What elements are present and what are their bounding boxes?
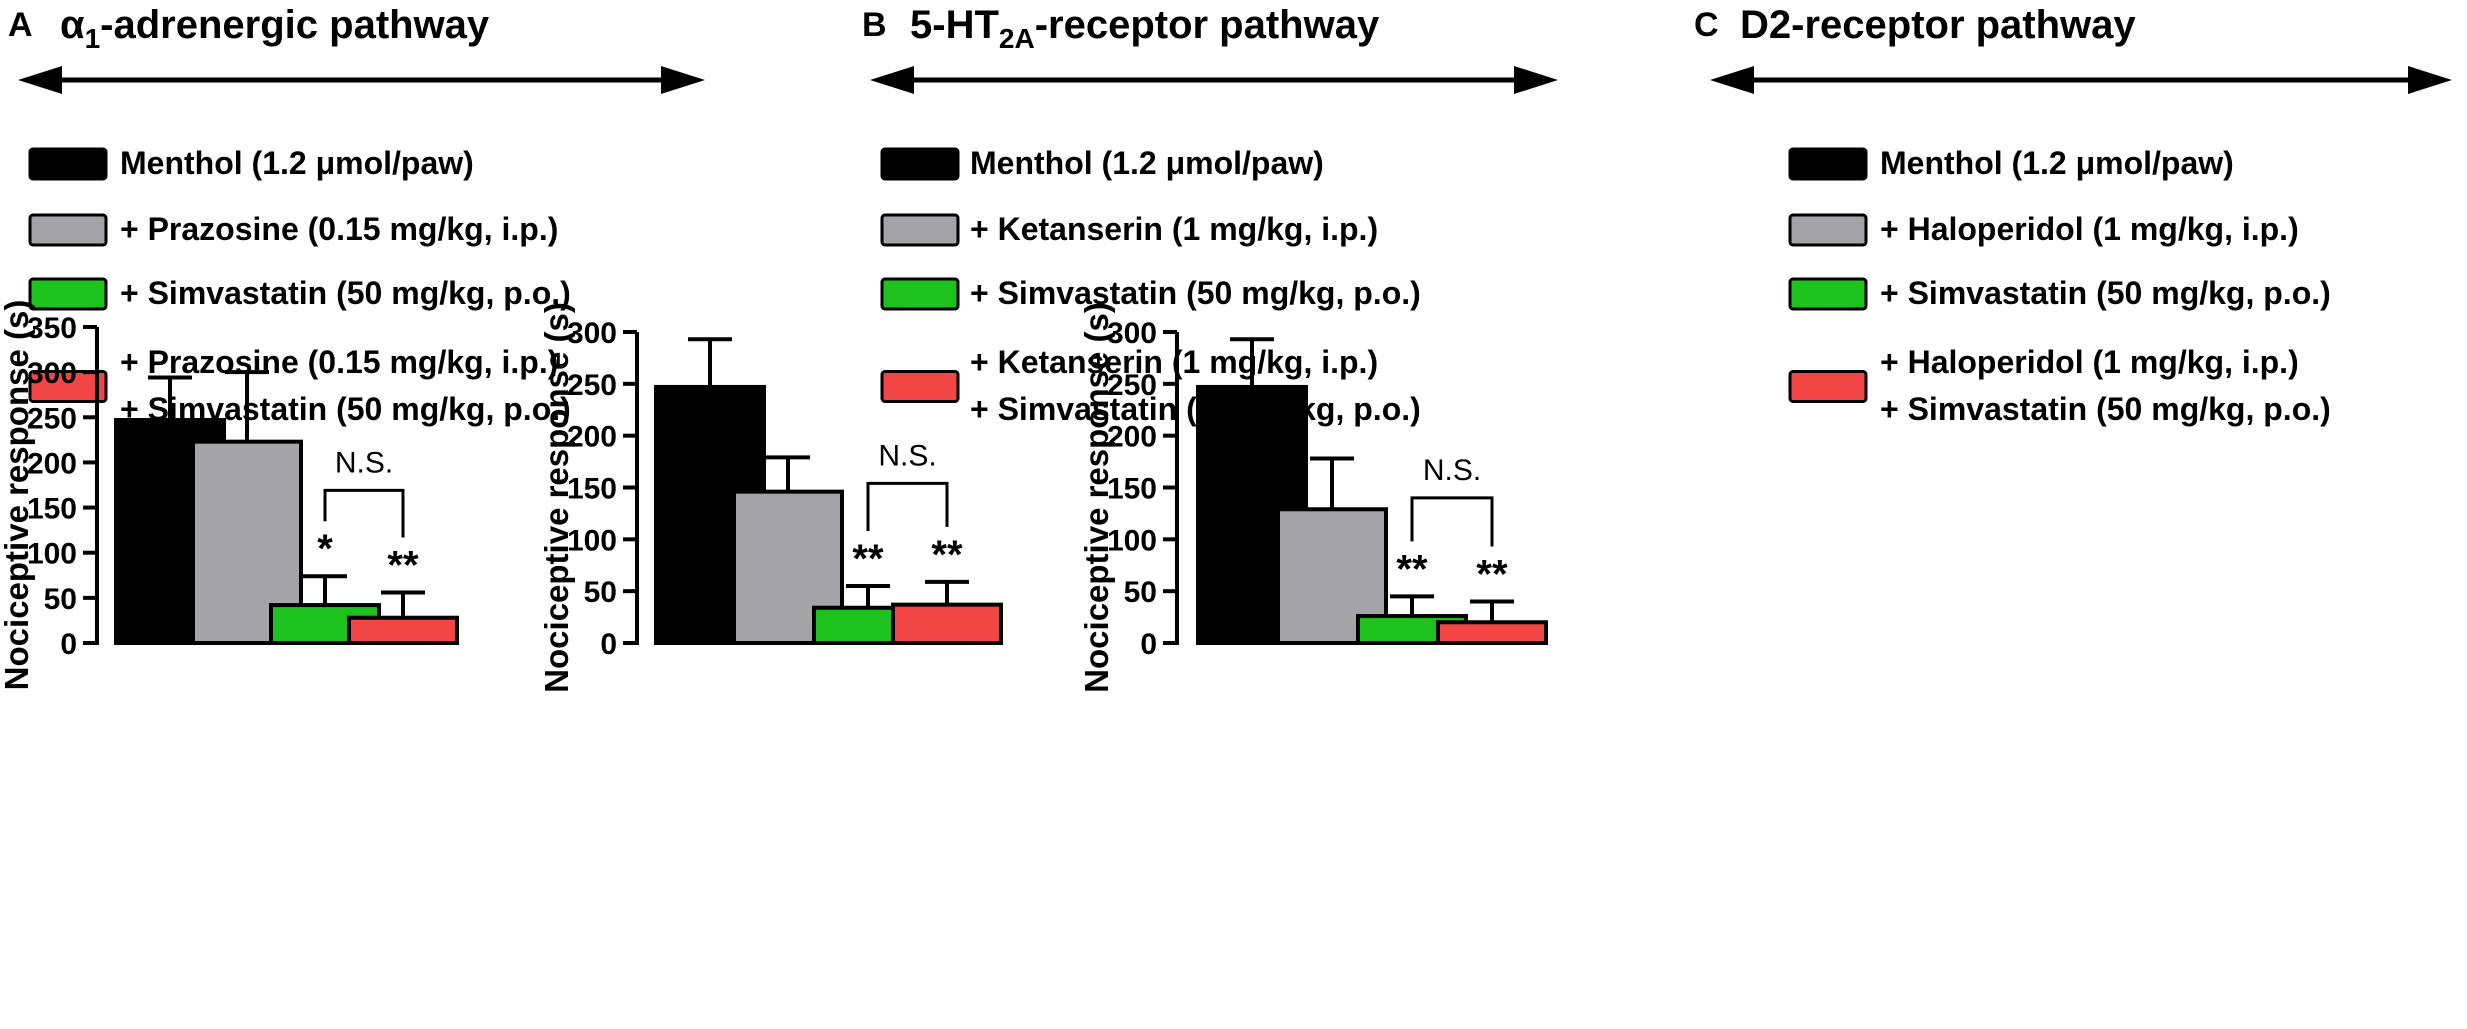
bar — [1436, 620, 1548, 645]
legend-swatch — [880, 277, 960, 311]
panel-title: D2-receptor pathway — [1740, 3, 2136, 47]
y-tick-label: 150 — [27, 493, 77, 526]
y-tick-label: 300 — [1107, 317, 1157, 350]
legend-swatch — [1788, 370, 1868, 403]
y-axis-label: Nociceptive response (s) — [1078, 302, 1115, 693]
arrow-left-head — [1710, 66, 1754, 94]
significance-label: ** — [1396, 547, 1428, 591]
significance-bracket — [323, 488, 405, 538]
y-tick-label: 150 — [1107, 473, 1157, 506]
legend-swatch — [1788, 277, 1868, 311]
y-tick-label: 300 — [567, 317, 617, 350]
legend-swatch — [880, 370, 960, 403]
y-tick-label: 200 — [1107, 421, 1157, 454]
legend-label: + Prazosine (0.15 mg/kg, i.p.) — [120, 211, 558, 247]
legend-label: Menthol (1.2 μmol/paw) — [970, 145, 1324, 181]
bar — [891, 602, 1003, 645]
significance-label: ** — [931, 533, 963, 577]
bracket-label: N.S. — [1423, 454, 1481, 487]
legend-label: + Simvastatin (50 mg/kg, p.o.) — [120, 275, 571, 311]
panel-letter: A — [8, 6, 33, 44]
y-tick-label: 150 — [567, 473, 617, 506]
legend-swatch — [28, 370, 108, 403]
legend-label: + Ketanserin (1 mg/kg, i.p.) — [970, 211, 1378, 247]
y-tick-label: 350 — [27, 312, 77, 345]
bracket-label: N.S. — [878, 439, 936, 472]
y-tick-label: 250 — [1107, 369, 1157, 402]
y-tick-label: 0 — [600, 628, 617, 661]
y-tick-label: 100 — [567, 524, 617, 557]
y-tick-label: 200 — [27, 447, 77, 480]
bracket-label: N.S. — [335, 446, 393, 479]
legend-label: + Prazosine (0.15 mg/kg, i.p.) — [120, 344, 558, 380]
y-tick-label: 0 — [60, 628, 77, 661]
arrow-left-head — [870, 66, 914, 94]
legend-swatch — [28, 147, 108, 181]
y-axis-label: Nociceptive response (s) — [0, 300, 35, 691]
arrow-left-head — [18, 66, 62, 94]
legend-label: + Simvastatin (50 mg/kg, p.o.) — [970, 275, 1421, 311]
panel-c: C D2-receptor pathway Menthol (1.2 μmol/pa… — [1078, 3, 2452, 693]
legend-label: Menthol (1.2 μmol/paw) — [1880, 145, 2234, 181]
significance-label: * — [317, 527, 333, 571]
y-tick-label: 50 — [1124, 576, 1157, 609]
legend-label: + Ketanserin (1 mg/kg, i.p.) — [970, 344, 1378, 380]
legend-swatch — [880, 147, 960, 181]
arrow-right-head — [661, 66, 705, 94]
legend-label: + Simvastatin (50 mg/kg, p.o.) — [1880, 275, 2331, 311]
panel-title: α1-adrenergic pathway — [60, 3, 490, 54]
panel-b: B 5-HT2A-receptor pathway Menthol (1.2 μmo… — [538, 3, 1558, 693]
legend-label: + Simvastatin (50 mg/kg, p.o.) — [970, 391, 1421, 427]
significance-bracket — [1410, 496, 1494, 547]
y-tick-label: 250 — [27, 402, 77, 435]
y-axis-label: Nociceptive response (s) — [538, 302, 575, 693]
legend-swatch — [1788, 147, 1868, 181]
legend-swatch — [28, 277, 108, 311]
panel-title: 5-HT2A-receptor pathway — [910, 3, 1380, 54]
significance-label: ** — [387, 543, 419, 587]
panel-letter: C — [1694, 6, 1719, 44]
y-tick-label: 50 — [44, 583, 77, 616]
y-tick-label: 100 — [27, 538, 77, 571]
legend-label: Menthol (1.2 μmol/paw) — [120, 145, 474, 181]
legend-swatch — [28, 213, 108, 247]
y-tick-label: 200 — [567, 421, 617, 454]
significance-label: ** — [852, 537, 884, 581]
legend-swatch — [1788, 213, 1868, 247]
y-tick-label: 0 — [1140, 628, 1157, 661]
bar — [347, 615, 459, 645]
significance-bracket — [866, 481, 949, 531]
y-tick-label: 250 — [567, 369, 617, 402]
arrow-right-head — [2408, 66, 2452, 94]
legend-label: + Haloperidol (1 mg/kg, i.p.) — [1880, 344, 2299, 380]
y-tick-label: 50 — [584, 576, 617, 609]
arrow-right-head — [1514, 66, 1558, 94]
significance-label: ** — [1476, 553, 1508, 597]
y-tick-label: 300 — [27, 357, 77, 390]
y-tick-label: 100 — [1107, 524, 1157, 557]
legend-swatch — [880, 213, 960, 247]
panel-letter: B — [862, 6, 887, 44]
legend-label: + Haloperidol (1 mg/kg, i.p.) — [1880, 211, 2299, 247]
legend-label: + Simvastatin (50 mg/kg, p.o.) — [1880, 391, 2331, 427]
